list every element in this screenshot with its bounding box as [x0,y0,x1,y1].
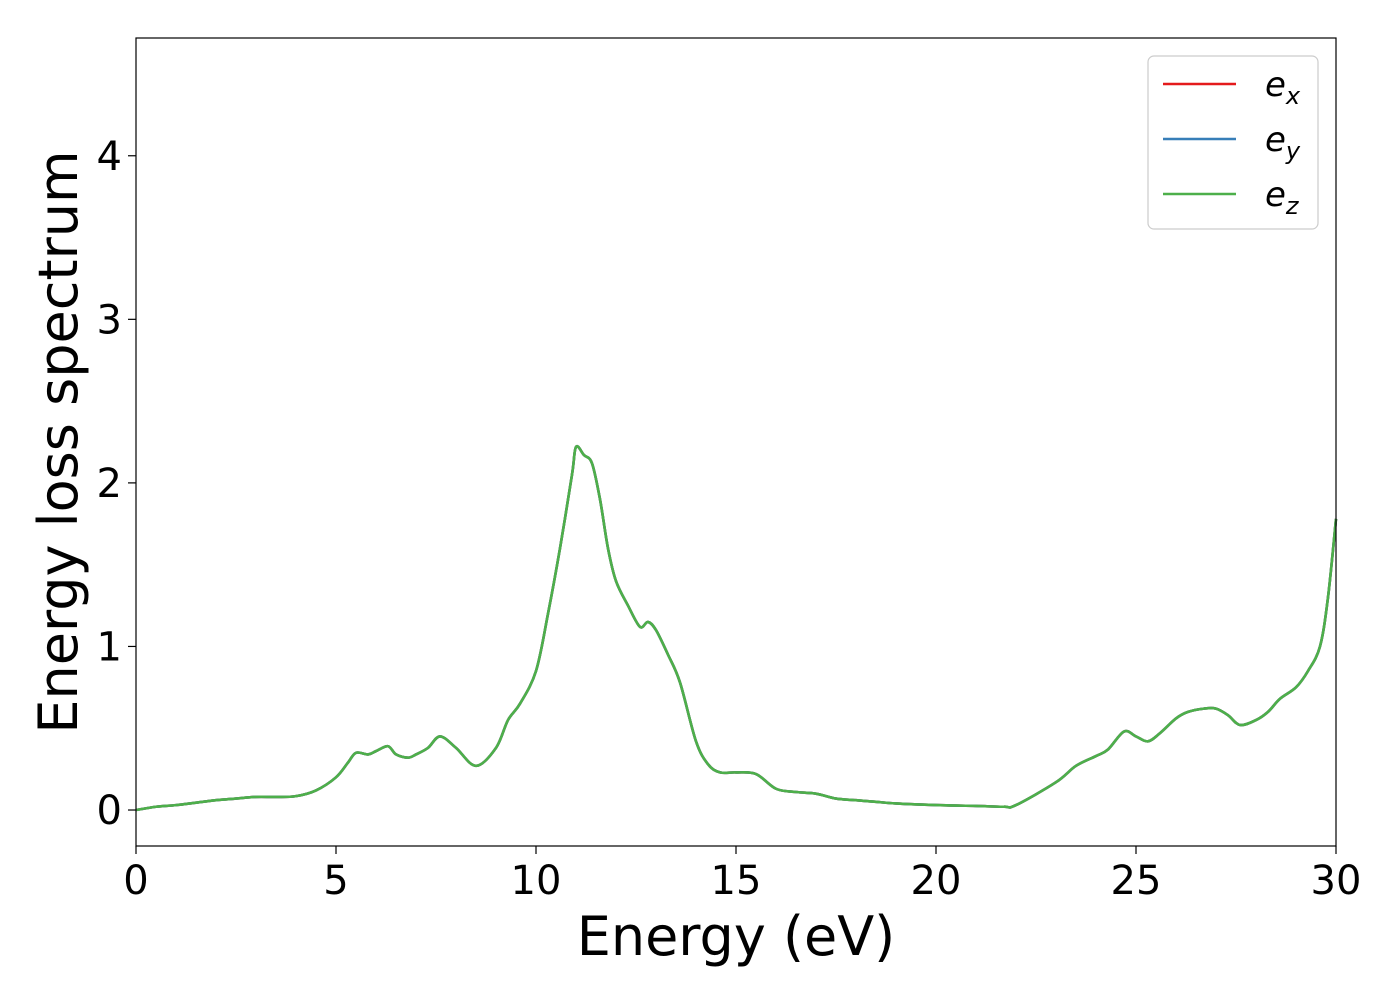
x-axis-ticks: 0 5 10 15 20 25 30 [123,846,1361,904]
y-axis-label: Energy loss spectrum [27,150,90,733]
y-tick-label: 0 [97,788,122,834]
y-tick-label: 1 [97,624,122,670]
x-tick-label: 15 [711,858,762,904]
legend-box [1147,55,1319,230]
x-axis-label: Energy (eV) [577,905,896,968]
x-tick-label: 5 [323,858,348,904]
plot-frame [135,37,1337,847]
legend-label-z: ez [1265,175,1300,220]
y-tick-label: 4 [97,134,122,180]
y-tick-label: 3 [97,297,122,343]
x-tick-label: 30 [1311,858,1362,904]
y-axis-ticks: 0 1 2 3 4 [97,134,136,834]
legend: ex ey ez [1147,55,1319,230]
x-tick-label: 20 [911,858,962,904]
plot-lines [135,444,1338,812]
x-tick-label: 10 [511,858,562,904]
legend-label-x: ex [1265,65,1301,110]
y-tick-label: 2 [97,461,122,507]
x-tick-label: 25 [1111,858,1162,904]
series-line-z [135,444,1338,812]
x-tick-label: 0 [123,858,148,904]
legend-label-y: ey [1265,120,1301,165]
